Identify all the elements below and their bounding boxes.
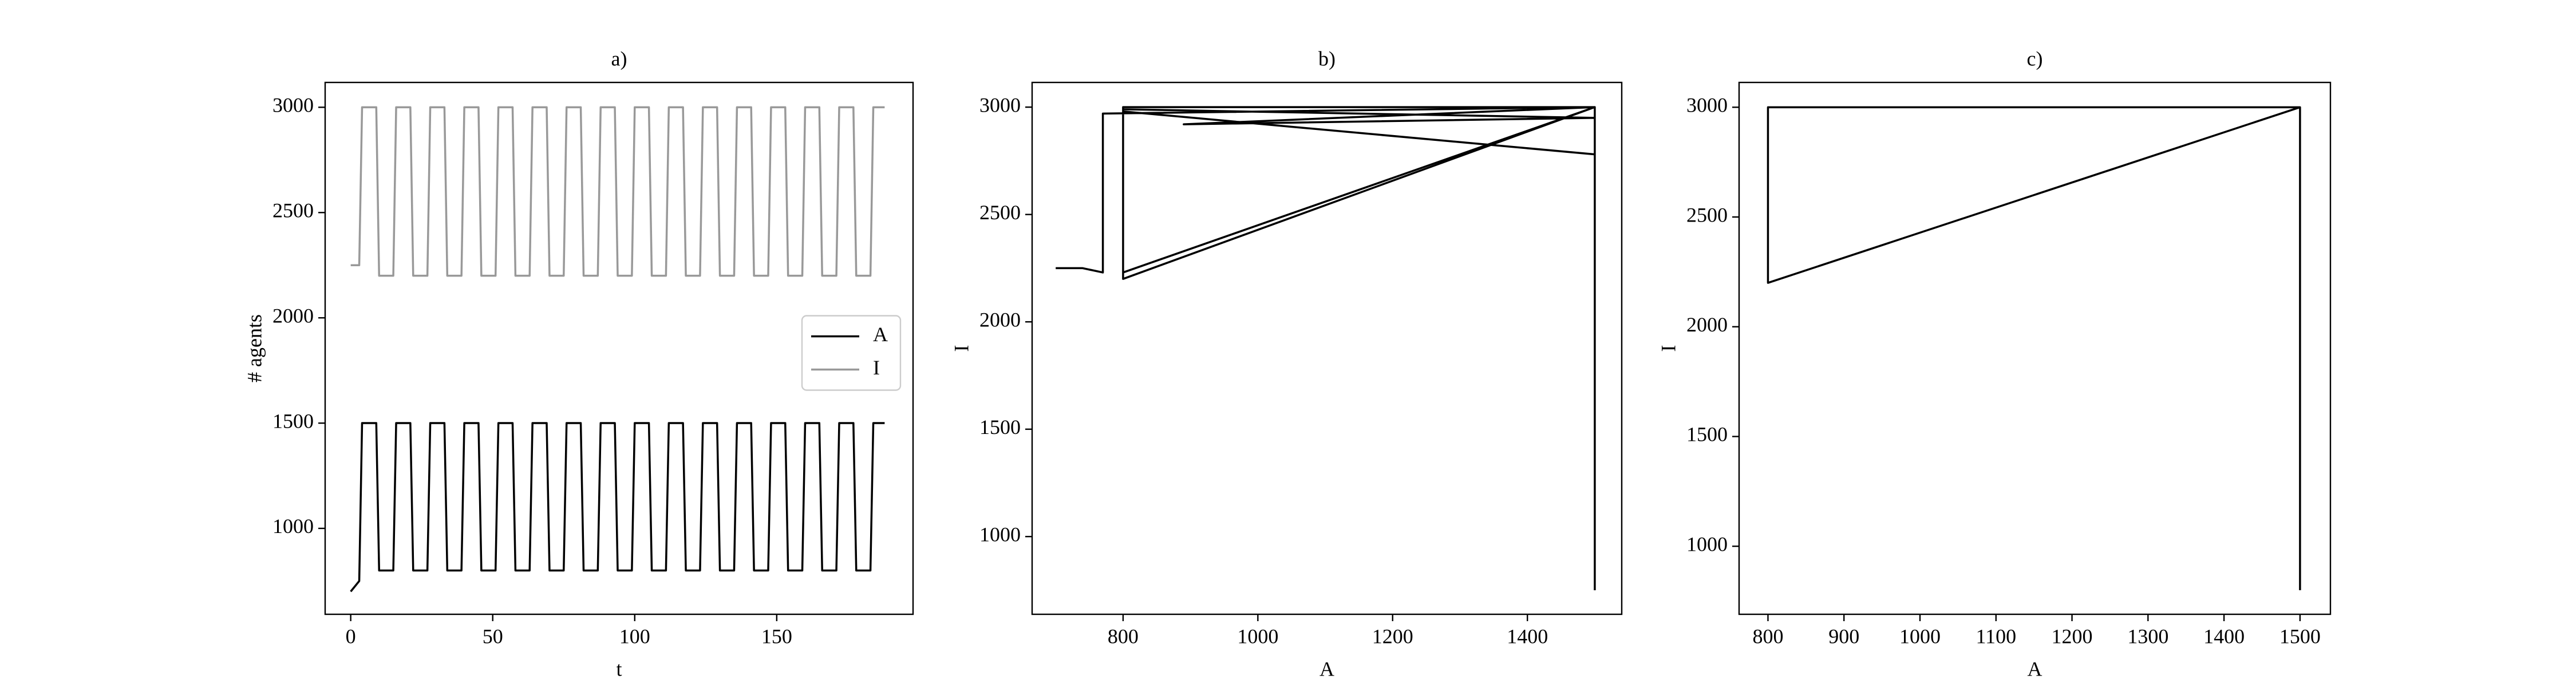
- x-tick-label: 1100: [1976, 625, 2016, 647]
- x-tick-label: 800: [1752, 625, 1783, 647]
- y-tick-label: 2500: [1686, 203, 1728, 226]
- y-tick-label: 3000: [1686, 94, 1728, 117]
- data-line: [1056, 106, 1596, 590]
- y-tick-label: 3000: [979, 93, 1021, 116]
- y-tick-label: 3000: [272, 94, 314, 117]
- x-axis-label: A: [2028, 657, 2042, 680]
- y-tick-label: 2000: [979, 308, 1021, 331]
- x-tick-label: 1200: [1372, 625, 1413, 647]
- x-tick-label: 1200: [2052, 625, 2093, 647]
- x-tick-label: 100: [619, 625, 650, 647]
- x-tick-label: 1000: [1237, 625, 1278, 647]
- x-axis-label: A: [1319, 657, 1334, 680]
- axes-frame: [1031, 81, 1623, 615]
- x-tick-label: 150: [761, 625, 792, 647]
- y-tick-label: 2000: [272, 304, 314, 327]
- x-tick-label: 800: [1108, 625, 1139, 647]
- x-tick-label: 1000: [1899, 625, 1941, 647]
- y-tick-label: 1500: [979, 416, 1021, 439]
- x-tick-label: 1400: [1507, 625, 1548, 647]
- y-tick-label: 1500: [1686, 423, 1728, 446]
- x-tick-label: 900: [1828, 625, 1859, 647]
- y-axis-label: I: [1657, 345, 1680, 352]
- series-line: [350, 106, 885, 277]
- x-axis-label: t: [616, 657, 622, 680]
- data-line: [1767, 106, 2301, 590]
- y-tick-label: 2500: [979, 201, 1021, 224]
- legend-label: I: [873, 356, 880, 379]
- y-tick-label: 2500: [272, 199, 314, 222]
- x-tick-label: 1500: [2279, 625, 2321, 647]
- x-tick-label: 50: [483, 625, 503, 647]
- axes-frame: [324, 81, 914, 615]
- panel-title: c): [2027, 47, 2043, 70]
- y-axis-label: I: [950, 345, 973, 352]
- legend-box: [801, 315, 902, 391]
- x-tick-label: 0: [346, 625, 356, 647]
- y-tick-label: 1000: [979, 523, 1021, 546]
- y-tick-label: 2000: [1686, 313, 1728, 336]
- series-line: [350, 422, 885, 593]
- y-tick-label: 1000: [1686, 532, 1728, 555]
- x-tick-label: 1400: [2203, 625, 2245, 647]
- x-tick-label: 1300: [2127, 625, 2168, 647]
- y-axis-label: # agents: [243, 314, 266, 382]
- axes-frame: [1738, 81, 2332, 615]
- y-tick-label: 1000: [272, 515, 314, 538]
- panel-title: b): [1318, 47, 1336, 70]
- y-tick-label: 1500: [272, 409, 314, 432]
- legend-label: A: [873, 323, 888, 346]
- panel-title: a): [611, 47, 627, 70]
